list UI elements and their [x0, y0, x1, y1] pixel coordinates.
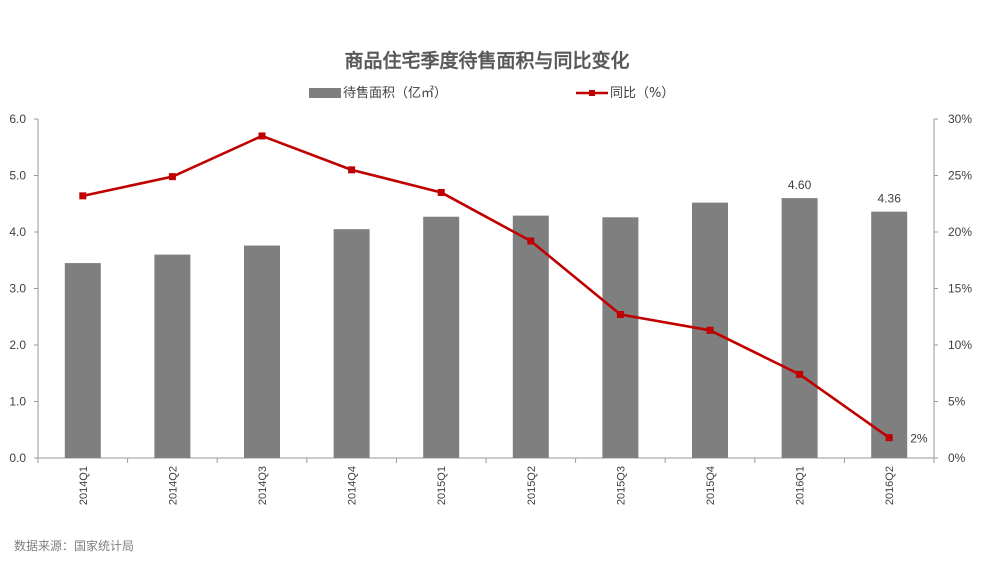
y-left-tick-label: 3.0 [9, 282, 26, 296]
yoy-point [796, 370, 804, 378]
y-right-tick-label: 0% [948, 451, 966, 465]
yoy-point [616, 310, 624, 318]
x-tick-label: 2015Q2 [526, 466, 538, 505]
source-note: 数据来源：国家统计局 [14, 538, 134, 553]
x-tick-label: 2014Q3 [257, 466, 269, 505]
bar [244, 245, 280, 458]
yoy-point [437, 188, 445, 196]
y-left-tick-label: 2.0 [9, 338, 26, 352]
bar [602, 217, 639, 458]
plot-area: 0.0 1.0 2.0 3.0 4.0 5.0 6.0 0% 5% 10% 15% 20% 25% 30%… [9, 112, 972, 505]
y-right-tick-label: 15% [948, 282, 972, 296]
legend-swatch-marker [589, 90, 595, 96]
x-tick-label: 2015Q4 [705, 466, 717, 505]
legend: 待售面积（亿㎡） 同比（%） [309, 85, 674, 101]
yoy-line [82, 134, 890, 439]
x-tick-label: 2015Q1 [436, 466, 448, 505]
bar [423, 216, 460, 458]
bar [512, 215, 549, 458]
bar-data-label: 4.36 [878, 192, 902, 206]
y-right-tick-label: 20% [948, 225, 972, 239]
yoy-point [79, 192, 87, 200]
yoy-point [706, 326, 714, 334]
bar [154, 254, 191, 458]
y-right-tick-label: 5% [948, 395, 966, 409]
legend-swatch-bar [309, 88, 341, 98]
x-tick-label: 2014Q4 [347, 466, 359, 505]
bar-data-label: 4.60 [788, 178, 812, 192]
x-tick-label: 2014Q1 [78, 466, 90, 505]
x-tick-label: 2014Q2 [167, 466, 179, 505]
yoy-data-label: 2% [910, 432, 928, 446]
x-tick-label: 2016Q2 [884, 466, 896, 505]
y-left-tick-label: 5.0 [9, 169, 26, 183]
x-tick-label: 2015Q3 [615, 466, 627, 505]
y-left-tick-label: 6.0 [9, 112, 26, 126]
yoy-point [168, 173, 176, 181]
bar [64, 263, 101, 458]
y-left-tick-label: 0.0 [9, 451, 26, 465]
yoy-point [527, 237, 535, 245]
y-right-tick-label: 30% [948, 112, 972, 126]
bar [333, 229, 370, 458]
yoy-point [348, 166, 356, 174]
y-left-tick-label: 4.0 [9, 225, 26, 239]
bar [781, 198, 818, 458]
y-right-tick-label: 10% [948, 338, 972, 352]
chart-title: 商品住宅季度待售面积与同比变化 [344, 49, 629, 72]
x-tick-label: 2016Q1 [795, 466, 807, 505]
legend-label-area: 待售面积（亿㎡） [343, 85, 447, 101]
y-left-tick-label: 1.0 [9, 395, 26, 409]
y-right-tick-label: 25% [948, 169, 972, 183]
yoy-point [258, 132, 266, 140]
bar [871, 211, 908, 458]
yoy-point [885, 434, 893, 442]
legend-label-yoy: 同比（%） [610, 86, 674, 101]
